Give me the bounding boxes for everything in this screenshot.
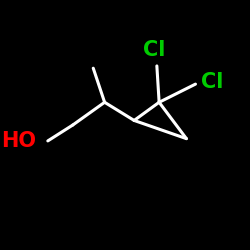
Text: HO: HO [2, 131, 36, 151]
Text: Cl: Cl [144, 40, 166, 60]
Text: Cl: Cl [201, 72, 224, 92]
